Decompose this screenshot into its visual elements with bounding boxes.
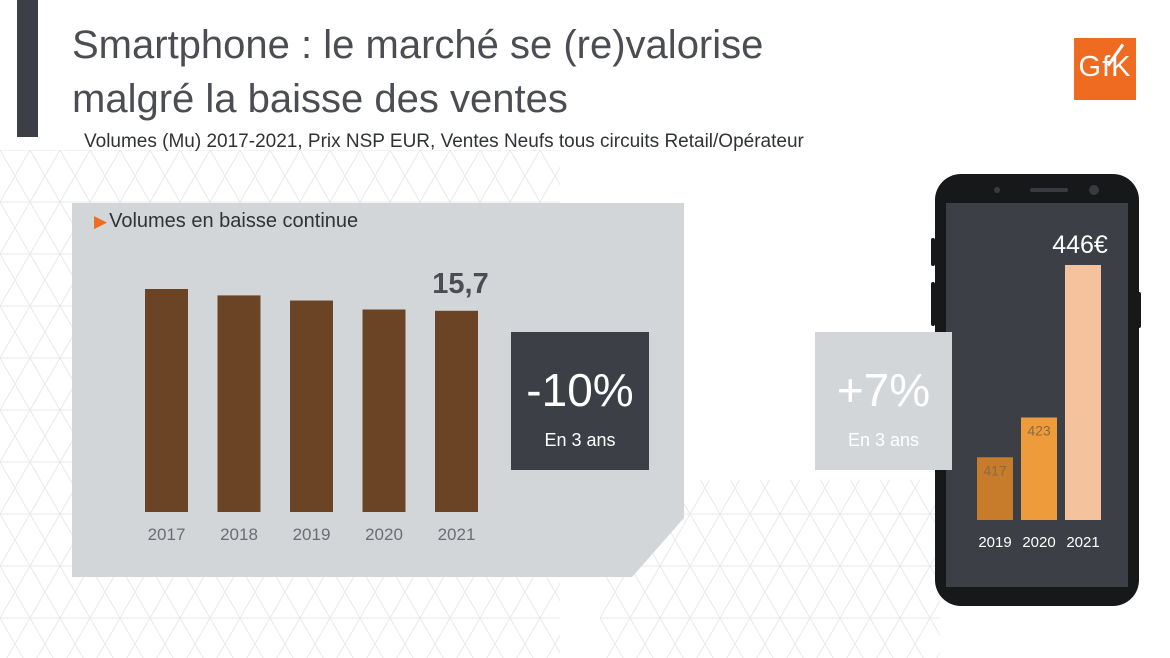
title-accent-bar [17,0,38,137]
volume-x-tick-label: 2020 [365,525,403,544]
page-subtitle: Volumes (Mu) 2017-2021, Prix NSP EUR, Ve… [84,131,804,152]
phone-side-button [931,282,935,326]
price-bar [1065,265,1101,520]
price-x-tick-label: 2019 [978,534,1011,551]
volume-bar [145,289,188,512]
page-title: Smartphone : le marché se (re)valorise m… [72,18,763,126]
volume-change-value: -10% [526,364,634,416]
volume-x-tick-label: 2017 [148,525,186,544]
volume-panel-title-text: Volumes en baisse continue [109,210,359,232]
page-title-line1: Smartphone : le marché se (re)valorise [72,23,764,67]
phone-power-button [1137,292,1141,328]
volume-bar [290,300,333,512]
price-change-value: +7% [836,364,931,416]
orange-triangle-icon: ▶ [94,212,108,231]
volume-panel-title: ▶ Volumes en baisse continue [94,210,358,233]
price-change-period: En 3 ans [847,430,920,450]
volume-bar-chart: 2017 2018 2019 2020 2021 15,7 [145,268,489,544]
price-change-badge: +7% En 3 ans [815,332,952,470]
phone-side-button [931,238,935,266]
price-bar-chart: 2019 417 2020 423 2021 446€ [977,231,1108,551]
volume-bar [435,310,478,512]
price-data-label: 417 [983,462,1007,478]
price-x-tick-label: 2021 [1066,534,1099,551]
volume-bar [217,295,261,512]
phone-speaker [1030,188,1068,192]
volume-x-tick-label: 2021 [438,525,476,544]
volume-x-tick-label: 2019 [293,525,331,544]
phone-sensor [994,187,1000,193]
price-data-label: 423 [1027,422,1051,438]
gfk-logo: GfK [1074,38,1136,100]
price-bar [1021,417,1057,520]
volume-change-badge: -10% En 3 ans [511,332,649,470]
phone-camera [1089,185,1099,195]
volume-x-tick-label: 2018 [220,525,258,544]
volume-bar [362,309,406,512]
price-x-tick-label: 2020 [1022,534,1055,551]
volume-change-period: En 3 ans [544,430,616,450]
page-title-line2: malgré la baisse des ventes [72,77,568,121]
volume-data-label: 15,7 [432,268,488,300]
price-data-label: 446€ [1052,231,1108,259]
gfk-logo-text: GfK [1078,51,1132,83]
price-bar [977,457,1013,520]
